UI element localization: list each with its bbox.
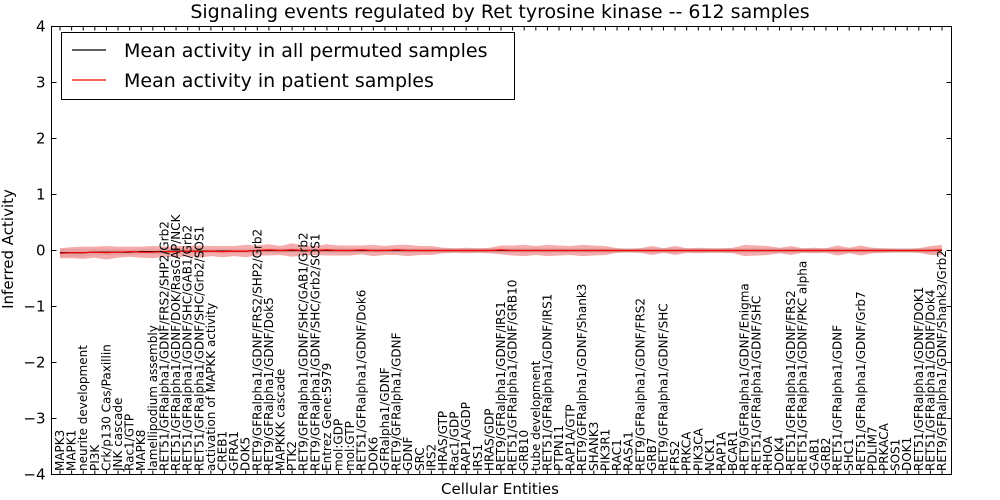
x-tick-label: RET9/GFRalpha1/GDNF/SHC/GAB1/Grb2 [297,232,311,471]
x-tick-label: HRAS/GTP [436,411,450,471]
x-tick-label: PRKACA [877,422,891,471]
x-tick-label: MAPK3 [53,430,67,471]
chart-title: Signaling events regulated by Ret tyrosi… [190,1,809,23]
x-tick-label: RET9/GFRalpha1/GDNF/IRS1 [494,301,508,471]
plot-frame [51,26,952,475]
x-tick-label: RET9/GFRalpha1/GDNF/SHC/Grb2/SOS1 [308,233,322,471]
x-tick-label: SHC1 [842,438,856,471]
x-tick-label: BCAR1 [726,430,740,471]
x-tick-label: HRAS/GDP [482,408,496,471]
y-tick-label: −3 [23,410,45,428]
x-tick-label: DOK4 [773,437,787,471]
y-axis-label: Inferred Activity [0,189,17,309]
x-tick-label: Rac1/GDP [448,412,462,471]
y-tick-label: 0 [36,242,46,260]
x-tick-label: RAP1A/GTP [564,404,578,471]
legend-box [61,32,515,100]
x-tick-label: PTK2 [285,441,299,471]
x-tick-label: Rac1/GTP [123,414,137,471]
x-tick-label: RAC1 [610,439,624,471]
x-tick-label: RAP1A/GDP [459,402,473,471]
patient-variance-band [60,243,942,260]
y-tick-label: 3 [36,74,46,92]
x-tick-label: RAP1A [715,431,729,471]
x-tick-label: RHOA [761,435,775,471]
y-tick-label: 4 [36,18,46,36]
x-tick-label: RET51/GFRalpha1/GDNF/Grb7 [854,291,868,471]
x-tick-label: JNK cascade [111,398,125,472]
x-tick-label: RET51/GFRalpha1/GDNF [831,325,845,471]
x-tick-label: RET51/GFRalpha1/GDNF/DOK1 [912,287,926,471]
x-tick-label: GFRalpha1/GDNF [378,367,392,471]
x-tick-label: RET9/GFRalpha1/GDNF [390,332,404,471]
x-tick-label: SOS1 [889,439,903,471]
x-tick-label: PDLIM7 [865,426,879,471]
x-tick-label: GRB7 [645,438,659,472]
x-tick-label: mol:GTP [343,421,357,471]
y-tick-label: −1 [23,298,45,316]
x-tick-label: SHANK3 [587,422,601,471]
x-tick-label: RET9/GFRalpha1/GDNF/Dok5 [262,297,276,471]
y-tick-label: 2 [36,130,46,148]
x-tick-label: DOK6 [366,437,380,471]
x-tick-label: MAPK1 [65,430,79,471]
legend: Mean activity in all permuted samples Me… [61,32,515,100]
x-tick-label: SRC [413,447,427,471]
x-tick-label: MAPKKK cascade [274,369,288,471]
x-tick-label: RET51/GFRalpha1/GDNF/FRS2 [784,290,798,471]
x-tick-label: RET51/GFRalpha1/GDNF/DOK/RasGAP/NCK [169,213,183,471]
x-tick-label: PIK3R1 [598,429,612,471]
x-tick-label: activation of MAPKK activity [204,303,218,471]
x-tick-label: RET9/GFRalpha1/GDNF/Shank3/Grb2 [935,250,949,471]
y-tick-label: 1 [36,186,46,204]
x-tick-label: DOK1 [900,437,914,471]
x-tick-label: IRS2 [424,444,438,471]
x-tick-label: mol:GDP [332,419,346,471]
x-tick-label: IRS1 [471,444,485,471]
plot-area [59,243,943,260]
x-tick-label: CREB1 [216,431,230,471]
x-tick-label: MAPK8 [134,430,148,471]
x-tick-label: RET51/GFRalpha1/GDNF/SHC/GAB1/Grb2 [181,225,195,471]
x-tick-label: PTPN11 [552,425,566,471]
x-tick-label: RASA1 [622,431,636,471]
x-tick-label: tube development [529,360,543,471]
x-tick-label: DOK5 [239,437,253,471]
y-tick-label: −2 [23,354,45,372]
x-tick-label: RET51/GFRalpha1/GDNF/Dok4 [923,290,937,471]
x-tick-label: GFRA1 [227,431,241,471]
x-tick-label: GDNF [401,437,415,472]
x-tick-label: RET51/GFRalpha1/GDNF/PKC alpha [796,261,810,471]
x-tick-label: RET51/GFRalpha1/GDNF/Dok6 [355,290,369,471]
x-tick-label: RET51/GFRalpha1/GDNF/FRS2/SHP2/Grb2 [157,221,171,471]
series-line-patient [59,249,943,254]
x-tick-label: neurite development [76,345,90,471]
x-tick-label: FRS2 [668,441,682,472]
legend-label-permuted: Mean activity in all permuted samples [124,40,487,62]
x-tick-label: GAB1 [807,438,821,471]
y-tick-label: −4 [23,466,45,484]
x-tick-label: PI3K [88,444,102,471]
x-tick-label: lamellipodium assembly [146,325,160,471]
x-tick-label: GRB2 [819,437,833,471]
x-tick-label: NCK1 [703,438,717,471]
x-tick-label: Entrez Gene:5979 [320,363,334,471]
x-tick-label: RET9/GFRalpha1/GDNF/FRS2/SHP2/Grb2 [250,229,264,471]
x-tick-label: RET51/GFRalpha1/GDNF/SHC [749,296,763,471]
x-tick-label: Crk/p130 Cas/Paxillin [99,344,113,471]
x-tick-label: RET9/GFRalpha1/GDNF/FRS2 [633,298,647,471]
x-tick-label: GRB10 [517,430,531,471]
x-tick-label: RET9/GFRalpha1/GDNF/SHC [657,303,671,471]
x-axis-label: Cellular Entities [441,480,559,498]
x-tick-label: RET9/GFRalpha1/GDNF/Shank3 [575,284,589,471]
x-tick-label: RET9/GFRalpha1/GDNF/Enigma [738,283,752,471]
x-tick-label: PIK3CA [691,427,705,471]
x-tick-label: RET51/GFRalpha1/GDNF/GRB10 [506,280,520,471]
x-tick-label: PRKCA [680,431,694,471]
legend-label-patient: Mean activity in patient samples [124,70,434,92]
x-tick-label: RET51/GFRalpha1/GDNF/IRS1 [540,294,554,471]
x-tick-label: RET51/GFRalpha1/GDNF/SHC/Grb2/SOS1 [192,226,206,471]
